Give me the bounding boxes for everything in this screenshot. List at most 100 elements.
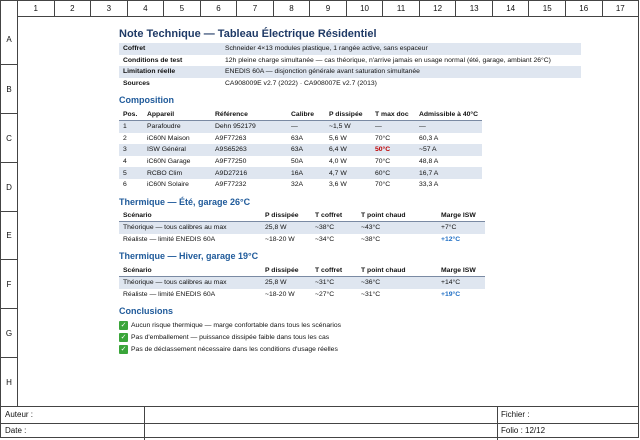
- column-header-cell: T point chaud: [357, 209, 437, 223]
- table-row: 1 Parafoudre Dehn 952179 — ~1,5 W — —: [119, 120, 483, 133]
- table-header-row: Scénario P dissipée T coffret T point ch…: [119, 264, 485, 277]
- table-cell: 2: [123, 134, 127, 142]
- table-row: 6 iC60N Solaire A9F77232 32A 3,6 W 70°C 33,3 A: [119, 179, 482, 191]
- conclusion-text: Aucun risque thermique — marge confortab…: [131, 321, 342, 329]
- table-cell: iC60N Garage: [147, 158, 191, 166]
- table-cell: 70°C: [375, 134, 391, 142]
- conclusion-item: ✓ Pas de déclassement nécessaire dans les…: [119, 343, 589, 355]
- table-cell: A9F77250: [215, 158, 247, 166]
- table-cell: ~18-20 W: [265, 236, 295, 244]
- table-row: Réaliste — limité ENEDIS 60A ~18-20 W ~27°…: [119, 289, 485, 301]
- col-label: 13: [455, 1, 492, 16]
- checkmark-icon: ✓: [119, 332, 128, 342]
- table-cell: —: [291, 123, 298, 131]
- table-cell: Théorique — tous calibres au max: [123, 279, 227, 287]
- table-cell: 32A: [291, 181, 304, 189]
- table-cell: 50A: [291, 158, 304, 166]
- meta-row: Sources CA908009E v2.7 (2022) · CA908007E…: [119, 78, 581, 90]
- table-cell: ISW Général: [147, 146, 186, 154]
- table-cell: 5,6 W: [329, 134, 347, 142]
- col-label: 6: [199, 1, 237, 16]
- table-cell: 33,3 A: [419, 181, 439, 189]
- col-label: 15: [528, 1, 565, 16]
- table-cell: Réaliste — limité ENEDIS 60A: [123, 236, 216, 244]
- folio-label: Folio : 12/12: [501, 426, 546, 435]
- column-header-cell: P dissipée: [325, 108, 371, 121]
- row-label: B: [1, 64, 17, 114]
- table-cell: ~57 A: [419, 146, 437, 154]
- table-cell: 3: [123, 146, 127, 154]
- column-header-cell: T max doc: [371, 108, 415, 121]
- row-label: G: [1, 308, 17, 358]
- column-header-cell: Admissible à 40°C: [415, 108, 483, 121]
- meta-value: ENEDIS 60A — disjonction générale avant …: [225, 68, 420, 76]
- table-cell: ~27°C: [315, 290, 335, 298]
- table-cell: 25,8 W: [265, 279, 287, 287]
- column-header-cell: P dissipée: [261, 264, 311, 277]
- col-label: 2: [53, 1, 91, 16]
- table-cell: 3,6 W: [329, 181, 347, 189]
- table-cell: ~38°C: [361, 236, 381, 244]
- conclusions-heading: Conclusions: [119, 306, 174, 317]
- table-cell: 50°C: [375, 146, 391, 154]
- table-cell: Dehn 952179: [215, 123, 256, 131]
- meta-row: Coffret Schneider 4×13 modules plastique,…: [119, 43, 581, 55]
- row-label: H: [1, 357, 17, 407]
- date-label: Date :: [5, 426, 27, 435]
- table-cell: 70°C: [375, 158, 391, 166]
- col-label: 9: [309, 1, 346, 16]
- meta-key: Limitation réelle: [123, 68, 176, 76]
- table-cell: Théorique — tous calibres au max: [123, 224, 227, 232]
- table-cell: 16,7 A: [419, 169, 439, 177]
- table-cell: ~18-20 W: [265, 290, 295, 298]
- table-header-row: Pos. Appareil Référence Calibre P dissip…: [119, 108, 483, 121]
- table-cell: A9D27216: [215, 169, 248, 177]
- table-cell: 6,4 W: [329, 146, 347, 154]
- table-cell: 60°C: [375, 169, 391, 177]
- column-header-cell: Pos.: [119, 108, 143, 121]
- winter-heading: Thermique — Hiver, garage 19°C: [119, 251, 259, 262]
- table-row: Théorique — tous calibres au max 25,8 W ~3…: [119, 276, 485, 289]
- conclusions-list: ✓ Aucun risque thermique — marge conforta…: [119, 319, 589, 355]
- table-cell: iC60N Solaire: [147, 181, 189, 189]
- meta-key: Coffret: [123, 45, 146, 53]
- col-label: 14: [491, 1, 529, 16]
- table-cell: 48,8 A: [419, 158, 439, 166]
- table-header-row: Scénario P dissipée T coffret T point ch…: [119, 209, 485, 223]
- meta-key: Sources: [123, 80, 150, 88]
- conclusion-text: Pas d'emballement — puissance dissipée f…: [131, 333, 330, 341]
- winter-table: Scénario P dissipée T coffret T point ch…: [119, 264, 485, 300]
- title-block: Auteur : Date : Fichier : Folio : 12/12: [1, 406, 638, 440]
- table-cell: ~1,5 W: [329, 123, 351, 131]
- meta-table: Coffret Schneider 4×13 modules plastique,…: [119, 43, 581, 89]
- column-header-cell: T point chaud: [357, 264, 437, 277]
- conclusion-item: ✓ Aucun risque thermique — marge conforta…: [119, 319, 589, 331]
- table-row: Réaliste — limité ENEDIS 60A ~18-20 W ~34°…: [119, 234, 485, 246]
- col-label: 4: [126, 1, 164, 16]
- table-cell: A9F77263: [215, 134, 247, 142]
- document-title: Note Technique — Tableau Électrique Rési…: [119, 28, 377, 40]
- file-label: Fichier :: [501, 410, 530, 419]
- table-row: 3 ISW Général A9S65263 63A 6,4 W 50°C ~57 A: [119, 144, 483, 156]
- checkmark-icon: ✓: [119, 344, 128, 354]
- column-header-cell: Référence: [211, 108, 287, 121]
- table-cell: 25,8 W: [265, 224, 287, 232]
- table-row: 2 iC60N Maison A9F77263 63A 5,6 W 70°C 60,3 A: [119, 133, 482, 145]
- column-header-cell: P dissipée: [261, 209, 311, 223]
- col-label: 1: [17, 1, 54, 16]
- column-header-cell: T coffret: [311, 264, 357, 277]
- row-label: D: [1, 162, 17, 212]
- column-header-cell: Marge ISW: [437, 209, 485, 223]
- row-label: E: [1, 211, 17, 260]
- col-label: 16: [564, 1, 602, 16]
- col-label: 10: [345, 1, 383, 16]
- conclusion-text: Pas de déclassement nécessaire dans les …: [131, 345, 338, 353]
- column-header-cell: Scénario: [119, 209, 261, 223]
- table-cell: +19°C: [441, 290, 461, 298]
- column-header-cell: Calibre: [287, 108, 325, 121]
- meta-value: 12h pleine charge simultanée — cas théor…: [225, 56, 551, 64]
- composition-table: Pos. Appareil Référence Calibre P dissip…: [119, 108, 483, 191]
- table-cell: +14°C: [441, 279, 461, 287]
- conclusion-item: ✓ Pas d'emballement — puissance dissipée …: [119, 331, 589, 343]
